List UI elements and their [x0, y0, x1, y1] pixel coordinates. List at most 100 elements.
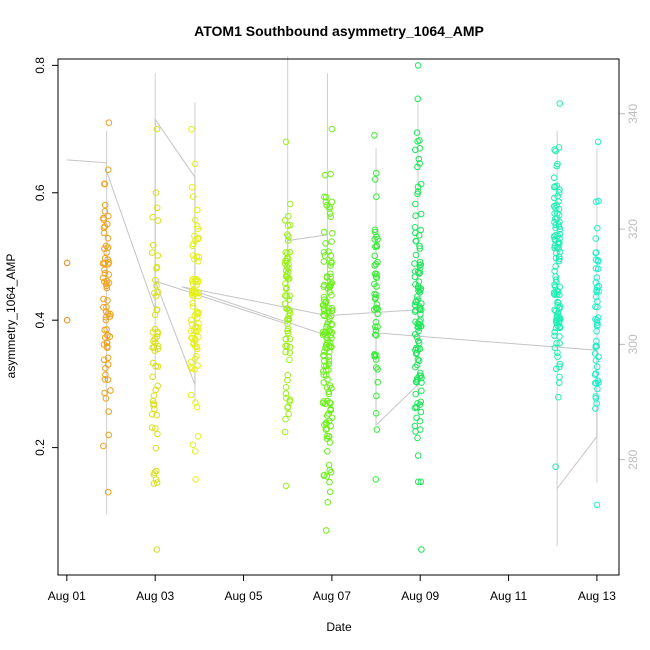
data-point — [320, 398, 327, 405]
data-point — [153, 263, 161, 271]
data-point — [595, 197, 602, 205]
data-point — [414, 188, 422, 195]
data-point — [323, 273, 331, 280]
y-tick-label-0: 0.2 — [33, 439, 47, 456]
data-point — [151, 289, 158, 297]
data-point — [320, 258, 328, 265]
data-point — [152, 444, 160, 452]
data-point — [416, 401, 424, 409]
data-point — [192, 236, 199, 244]
data-point — [192, 288, 200, 296]
data-point — [414, 434, 421, 442]
data-point — [149, 359, 157, 367]
data-point — [195, 333, 202, 341]
data-point — [595, 353, 602, 361]
data-point — [283, 284, 290, 292]
data-point — [194, 225, 202, 233]
data-point — [324, 376, 331, 383]
data-point — [282, 348, 289, 356]
data-point — [372, 323, 379, 331]
data-point — [149, 344, 156, 352]
data-point — [551, 194, 558, 202]
data-point — [284, 327, 291, 335]
data-point — [371, 176, 379, 183]
data-point — [325, 357, 333, 364]
data-point — [412, 363, 419, 371]
data-point — [555, 223, 563, 230]
data-point — [283, 270, 291, 278]
data-points-layer — [63, 62, 602, 553]
data-point — [321, 228, 328, 236]
data-point — [281, 428, 289, 436]
data-point — [189, 242, 196, 250]
data-point — [191, 232, 198, 240]
data-point — [553, 340, 560, 347]
data-point — [374, 323, 381, 331]
data-point — [556, 323, 564, 331]
data-point — [556, 186, 563, 193]
data-point — [552, 147, 560, 155]
data-point — [415, 337, 422, 345]
data-point — [554, 298, 561, 306]
data-point — [100, 229, 108, 237]
data-point — [154, 430, 161, 438]
data-point — [372, 273, 380, 280]
data-point — [101, 245, 108, 252]
data-point — [414, 163, 421, 171]
data-point — [556, 226, 564, 233]
x-tick-label-4: Aug 09 — [401, 589, 439, 603]
data-point — [326, 488, 334, 496]
data-point — [415, 278, 423, 285]
data-point — [371, 295, 379, 303]
data-point — [191, 160, 199, 168]
data-point — [102, 316, 110, 324]
data-point — [415, 155, 423, 163]
y2-tick-label-3: 340 — [626, 103, 640, 123]
data-point — [328, 343, 335, 351]
data-point — [151, 335, 159, 343]
data-point — [63, 259, 71, 267]
data-point — [373, 193, 380, 200]
data-point — [417, 210, 425, 218]
data-point — [325, 433, 333, 440]
data-point — [416, 245, 424, 252]
data-point — [592, 315, 599, 323]
data-point — [328, 384, 335, 392]
data-point — [284, 320, 291, 327]
data-point — [324, 412, 331, 419]
data-point — [104, 297, 111, 304]
data-point — [106, 313, 114, 320]
data-point — [193, 403, 201, 411]
data-point — [412, 428, 419, 435]
data-point — [192, 476, 199, 483]
data-point — [555, 393, 562, 401]
data-point — [552, 263, 560, 270]
x-axis-label: Date — [326, 620, 352, 634]
data-point — [592, 249, 600, 257]
data-point — [101, 208, 109, 215]
data-point — [418, 546, 425, 553]
data-point — [593, 286, 600, 294]
data-point — [323, 334, 331, 342]
data-point — [416, 145, 424, 152]
data-point — [417, 286, 424, 294]
data-point — [322, 328, 330, 335]
data-point — [154, 363, 162, 370]
data-point — [592, 235, 600, 242]
data-point — [551, 146, 558, 153]
data-point — [325, 390, 333, 398]
data-point — [556, 218, 563, 226]
data-point — [324, 448, 331, 455]
data-point — [374, 366, 381, 373]
data-point — [414, 62, 422, 69]
y-axis-label: asymmetry_1064_AMP — [4, 254, 18, 379]
data-point — [412, 200, 419, 208]
data-point — [286, 343, 294, 351]
data-point — [102, 395, 110, 402]
data-point — [371, 252, 379, 260]
data-point — [372, 410, 380, 417]
data-point — [100, 304, 107, 311]
data-point — [413, 349, 421, 357]
data-point — [282, 138, 290, 146]
data-point — [327, 312, 335, 320]
